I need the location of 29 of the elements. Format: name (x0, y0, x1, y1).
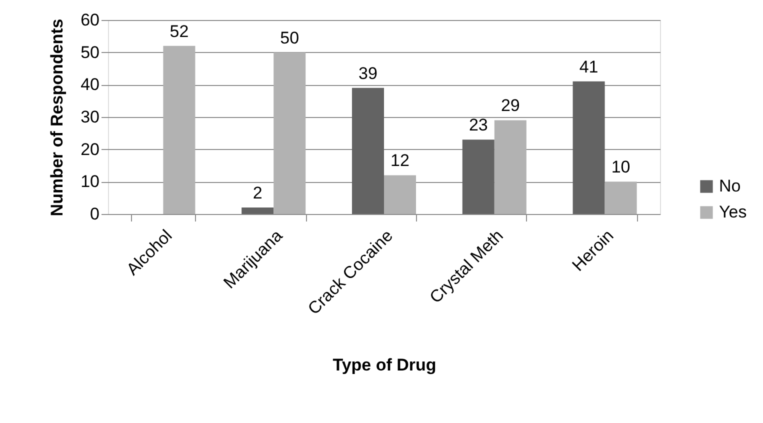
y-tick-label: 10 (80, 172, 100, 192)
bar (384, 175, 416, 214)
data-label: 52 (170, 22, 189, 41)
data-label: 41 (579, 57, 598, 76)
bar (604, 182, 637, 214)
bar (352, 88, 384, 214)
data-label: 10 (611, 158, 630, 177)
x-axis-title: Type of Drug (332, 356, 436, 375)
legend-label: Yes (719, 202, 747, 222)
data-label: 39 (358, 64, 378, 83)
y-tick-label: 30 (80, 108, 100, 126)
y-tick-label: 0 (90, 204, 100, 224)
y-tick-label: 20 (80, 140, 100, 159)
data-label: 23 (468, 116, 488, 135)
bar (494, 120, 526, 214)
data-label: 50 (280, 28, 300, 48)
y-tick-label: 40 (80, 75, 100, 94)
bar (163, 46, 196, 214)
bar (572, 81, 605, 214)
bar (274, 52, 306, 214)
data-label: 12 (390, 151, 410, 170)
bar (462, 140, 494, 214)
y-tick-label: 60 (80, 10, 100, 30)
y-tick-label: 50 (80, 42, 100, 62)
bar (242, 208, 274, 214)
data-label: 29 (500, 96, 520, 116)
y-axis-title: Number of Respondents (48, 18, 67, 216)
legend-label: No (719, 176, 741, 196)
data-label: 2 (252, 184, 262, 203)
